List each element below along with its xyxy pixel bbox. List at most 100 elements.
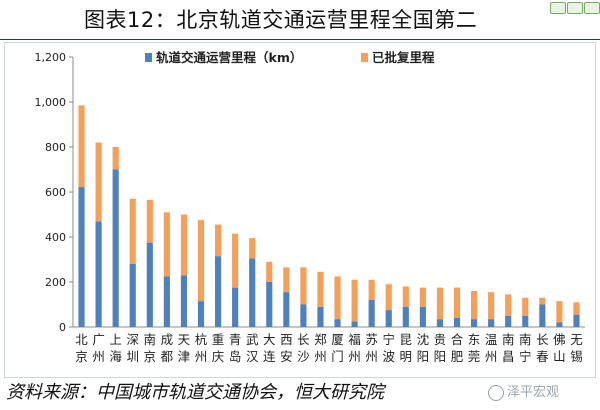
- y-tick-label: 400: [45, 231, 66, 244]
- bar-approved: [112, 147, 119, 170]
- bar-approved: [368, 279, 375, 300]
- x-tick-label: 大: [263, 332, 276, 347]
- x-tick-label: 重: [212, 332, 225, 347]
- bar-approved: [556, 301, 563, 323]
- bar-operating: [112, 169, 119, 327]
- x-tick-label: 昌: [502, 349, 515, 364]
- x-tick-label: 春: [536, 349, 549, 364]
- bar-operating: [522, 315, 529, 327]
- watermark-text: 泽平宏观: [507, 385, 560, 400]
- x-tick-label: 肥: [451, 349, 464, 364]
- bar-operating: [368, 300, 375, 327]
- bar-operating: [351, 321, 358, 327]
- x-tick-label: 州: [92, 349, 105, 364]
- x-tick-label: 京: [144, 349, 157, 364]
- bar-operating: [146, 242, 153, 327]
- x-tick-label: 州: [314, 349, 327, 364]
- bar-approved: [283, 267, 290, 293]
- x-tick-label: 门: [331, 349, 344, 364]
- bar-operating: [539, 304, 546, 327]
- x-tick-label: 昆: [400, 332, 413, 347]
- x-tick-label: 阳: [434, 349, 447, 364]
- bar-operating: [488, 319, 495, 327]
- bar-operating: [334, 319, 341, 327]
- bar-operating: [214, 256, 222, 327]
- y-tick-label: 0: [59, 321, 66, 334]
- bar-operating: [573, 314, 580, 327]
- x-tick-label: 安: [280, 349, 293, 364]
- bar-approved: [249, 238, 256, 259]
- bar-operating: [163, 276, 170, 327]
- x-tick-label: 武: [246, 332, 259, 347]
- bar-approved: [522, 297, 529, 316]
- bar-approved: [351, 279, 358, 322]
- x-axis: 北京广州上海深圳南京成都天津杭州重庆青岛武汉大连西安长沙郑州厦门福州苏州宁波昆明…: [73, 326, 585, 364]
- y-tick-label: 600: [45, 186, 66, 199]
- bar-approved: [214, 224, 222, 257]
- logo-box-icon: [584, 2, 600, 14]
- bars: [78, 105, 580, 327]
- x-tick-label: 津: [178, 349, 191, 364]
- page-title: 图表12：北京轨道交通运营里程全国第二: [84, 8, 478, 32]
- x-tick-label: 长: [297, 332, 310, 347]
- x-tick-label: 州: [365, 349, 378, 364]
- bar-operating: [556, 322, 563, 327]
- source-note: 资料来源：中国城市轨道交通协会，恒大研究院: [6, 382, 384, 403]
- x-tick-label: 海: [109, 349, 122, 364]
- legend-label-approved: 已批复里程: [372, 50, 435, 65]
- bar-operating: [266, 282, 273, 327]
- y-tick-label: 1,200: [35, 51, 67, 64]
- x-tick-label: 都: [161, 349, 174, 364]
- bar-approved: [180, 214, 188, 276]
- logo: [548, 0, 600, 14]
- x-tick-label: 厦: [331, 332, 344, 347]
- x-tick-label: 宁: [519, 349, 532, 364]
- bar-approved: [163, 212, 170, 277]
- x-tick-label: 南: [144, 332, 157, 347]
- bar-approved: [505, 294, 512, 316]
- bar-approved: [453, 287, 461, 318]
- x-tick-label: 沈: [417, 332, 430, 347]
- legend-label-operating: 轨道交通运营里程（km）: [156, 50, 302, 65]
- bar-operating: [300, 304, 307, 327]
- x-tick-label: 青: [229, 332, 242, 347]
- bar-approved: [300, 267, 307, 305]
- x-tick-label: 福: [348, 332, 361, 347]
- bar-approved: [419, 287, 426, 307]
- bar-operating: [419, 306, 426, 327]
- x-tick-label: 莞: [468, 349, 481, 364]
- x-tick-label: 郑: [314, 332, 327, 347]
- x-tick-label: 宁: [382, 332, 395, 347]
- x-tick-label: 连: [263, 349, 276, 364]
- bar-approved: [232, 233, 239, 288]
- bar-approved: [436, 287, 444, 320]
- x-tick-label: 成: [161, 332, 174, 347]
- x-tick-label: 州: [485, 349, 498, 364]
- bar-operating: [470, 319, 478, 327]
- y-tick-label: 1,000: [35, 96, 67, 109]
- x-tick-label: 苏: [365, 332, 378, 347]
- x-tick-label: 庆: [212, 349, 225, 364]
- watermark-logo-icon: [488, 384, 504, 401]
- bar-operating: [385, 310, 392, 327]
- x-tick-label: 南: [519, 332, 532, 347]
- x-tick-label: 上: [109, 332, 122, 347]
- x-tick-label: 无: [570, 332, 583, 347]
- bar-approved: [129, 198, 136, 264]
- bar-operating: [249, 258, 256, 327]
- bar-approved: [146, 199, 153, 243]
- bar-approved: [385, 284, 392, 311]
- x-tick-label: 东: [468, 332, 481, 347]
- bar-approved: [95, 142, 102, 222]
- bar-operating: [95, 221, 102, 327]
- watermark: 泽平宏观: [488, 384, 559, 402]
- bar-operating: [453, 318, 461, 327]
- x-tick-label: 佛: [553, 332, 566, 347]
- x-tick-label: 贵: [434, 332, 447, 347]
- y-tick-label: 800: [45, 141, 66, 154]
- bar-operating: [283, 292, 290, 327]
- y-tick-label: 200: [45, 276, 66, 289]
- bar-operating: [78, 187, 85, 327]
- bar-approved: [266, 261, 273, 282]
- x-tick-label: 锡: [570, 349, 583, 364]
